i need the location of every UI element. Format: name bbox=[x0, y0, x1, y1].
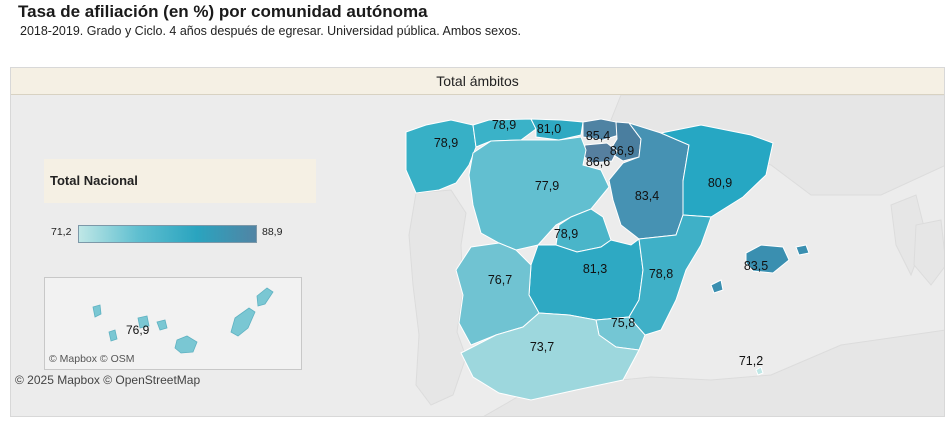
legend-max-label: 88,9 bbox=[262, 226, 283, 238]
region-andalucia[interactable] bbox=[460, 312, 640, 401]
region-value-illes-balears: 83,5 bbox=[744, 259, 768, 273]
sardinia-land bbox=[913, 219, 944, 286]
region-castilla-la-mancha[interactable] bbox=[528, 238, 644, 321]
region-value-navarra: 86,9 bbox=[610, 144, 634, 158]
page-subtitle: 2018-2019. Grado y Ciclo. 4 años después… bbox=[20, 24, 521, 38]
region-value-castilla-la-mancha: 81,3 bbox=[583, 262, 607, 276]
region-value-aragon: 83,4 bbox=[635, 189, 659, 203]
region-galicia[interactable] bbox=[405, 119, 477, 194]
inset-attribution: © Mapbox © OSM bbox=[49, 353, 135, 365]
region-comunidad-valenciana[interactable] bbox=[628, 214, 712, 336]
map-panel: Total ámbitos 78,9 78,9 81,0 85,4 86,9 86,6 77… bbox=[10, 67, 945, 417]
region-value-region-de-murcia: 75,8 bbox=[611, 316, 635, 330]
region-value-extremadura: 76,7 bbox=[488, 273, 512, 287]
region-cataluna[interactable] bbox=[659, 124, 774, 218]
labels-layer: 78,9 78,9 81,0 85,486,986,6 77,9 83,4 80,9 78,9… bbox=[434, 118, 768, 368]
region-ceuta-y-melilla[interactable] bbox=[755, 366, 764, 376]
choropleth-map[interactable]: 78,9 78,9 81,0 85,486,986,6 77,9 83,4 80,9 78,9… bbox=[11, 95, 945, 417]
regions-layer bbox=[405, 118, 810, 401]
region-value-ceuta-y-melilla: 71,2 bbox=[739, 354, 763, 368]
region-value-cataluna: 80,9 bbox=[708, 176, 732, 190]
region-value-galicia: 78,9 bbox=[434, 136, 458, 150]
region-value-cantabria: 81,0 bbox=[537, 122, 561, 136]
region-value-comunidad-valenciana: 78,8 bbox=[649, 267, 673, 281]
canary-islands-shapes bbox=[92, 287, 274, 354]
legend-color-bar bbox=[78, 225, 257, 243]
canarias-value: 76,9 bbox=[126, 323, 150, 337]
legend-title: Total Nacional bbox=[44, 159, 316, 203]
region-value-pais-vasco: 85,4 bbox=[586, 129, 610, 143]
region-value-castilla-y-leon: 77,9 bbox=[535, 179, 559, 193]
map-attribution[interactable]: © 2025 Mapbox © OpenStreetMap bbox=[15, 373, 201, 387]
region-illes-balears[interactable] bbox=[710, 244, 810, 294]
region-cantabria[interactable] bbox=[530, 118, 584, 141]
region-value-madrid: 78,9 bbox=[554, 227, 578, 241]
legend-min-label: 71,2 bbox=[51, 226, 72, 238]
region-value-la-rioja: 86,6 bbox=[586, 155, 610, 169]
portugal-land bbox=[408, 189, 467, 406]
canary-islands-inset[interactable]: 76,9 © Mapbox © OSM bbox=[44, 277, 302, 370]
region-value-andalucia: 73,7 bbox=[530, 340, 554, 354]
page-title: Tasa de afiliación (en %) por comunidad … bbox=[18, 2, 428, 21]
panel-title: Total ámbitos bbox=[11, 68, 944, 95]
region-value-asturias: 78,9 bbox=[492, 118, 516, 132]
